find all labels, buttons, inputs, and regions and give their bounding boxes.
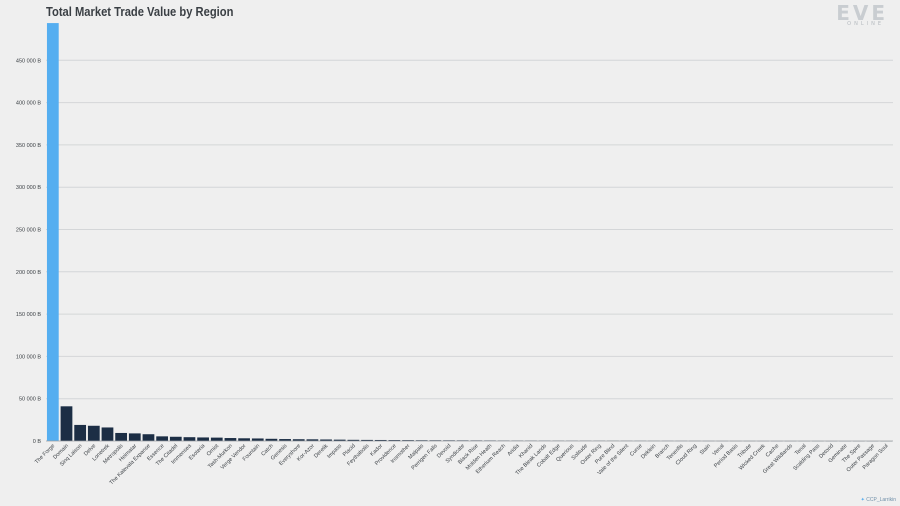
bar [361,439,373,441]
bar [87,425,100,441]
bar [115,432,128,441]
eve-online-logo: EVE ONLINE [822,1,888,31]
y-tick-label: 50 000 B [19,397,41,403]
bar [347,439,360,441]
bar [374,439,387,441]
bar [46,23,59,442]
bar [224,438,237,441]
x-tick-label: Esoteria [188,443,207,462]
y-tick-label: 300 000 B [16,185,41,191]
x-tick-label: Impass [326,443,343,460]
y-tick-label: 400 000 B [16,101,41,107]
bar [265,438,278,441]
bar [292,439,305,441]
chart-title: Total Market Trade Value by Region [46,4,234,19]
x-tick-label: The Forge [34,443,56,465]
bars [46,23,893,442]
bar [156,436,168,441]
bar [402,440,414,441]
bar [74,424,87,441]
bar [101,427,114,441]
bar [142,434,155,441]
logo-subtitle: ONLINE [847,21,884,27]
bar [333,439,346,441]
bar [197,437,209,441]
bar [279,439,291,441]
y-tick-label: 100 000 B [16,354,41,360]
y-tick-label: 200 000 B [16,270,41,276]
x-tick-label: Stain [699,443,712,456]
y-tick-label: 0 B [33,439,42,445]
bar [388,440,401,441]
gridlines [46,59,893,400]
y-tick-label: 450 000 B [16,58,41,64]
bar [210,437,223,441]
bar [306,439,319,441]
bar [128,433,141,441]
bar [183,437,196,441]
y-tick-label: 150 000 B [16,312,41,318]
bar [238,438,250,441]
x-tick-label: Deklein [640,443,657,460]
bar [251,438,264,441]
twitter-bird-icon: ✦ [860,497,865,503]
logo-wordmark: EVE [836,1,888,25]
credit: ✦ CCP_Larrikin [861,497,896,503]
y-tick-label: 350 000 B [16,143,41,149]
y-axis-tick-labels: 0 B 50 000 B 100 000 B 150 000 B 200 000 B 25… [16,58,41,445]
bar [169,436,182,441]
bar [60,406,73,441]
y-tick-label: 250 000 B [16,228,41,234]
credit-handle: CCP_Larrikin [866,497,896,503]
bar [320,439,332,441]
